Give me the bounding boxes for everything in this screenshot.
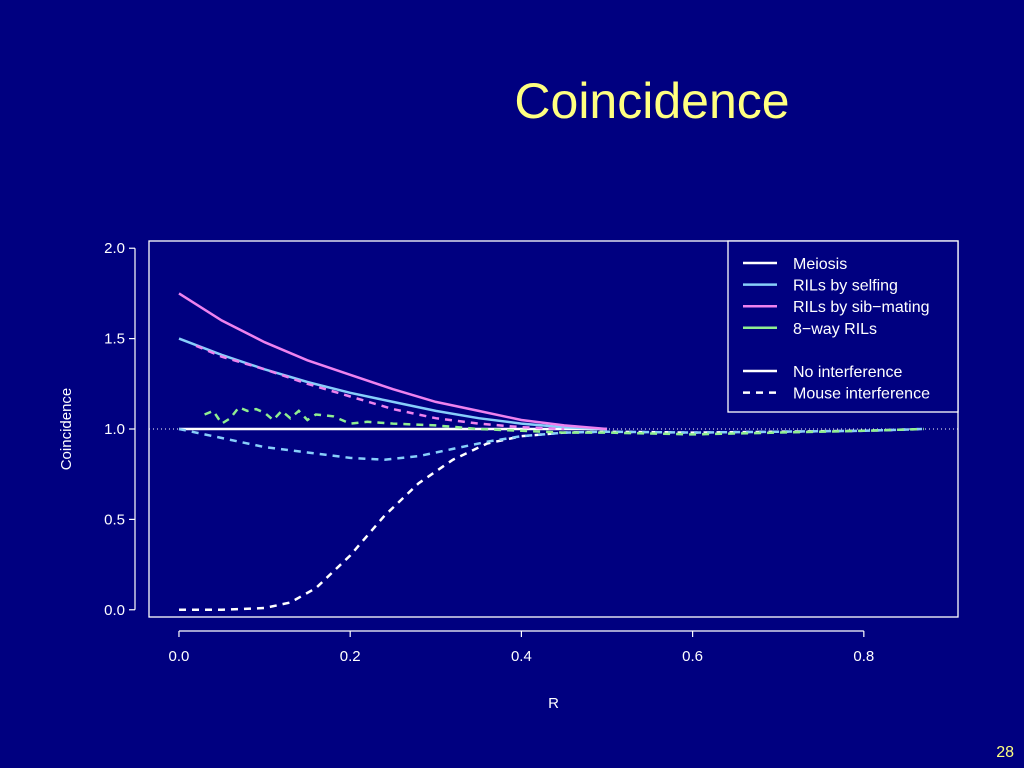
- x-tick-label: 0.0: [169, 648, 190, 665]
- legend-label: 8−way RILs: [793, 321, 877, 338]
- legend-label: No interference: [793, 364, 902, 381]
- legend: Meiosis RILs by selfing RILs by sib−mating…: [727, 240, 959, 413]
- series-sibmating-none: [178, 292, 608, 431]
- series-selfing-mouse: [178, 427, 924, 461]
- legend-label: Meiosis: [793, 256, 847, 273]
- legend-label: RILs by selfing: [793, 278, 898, 295]
- x-tick-label: 0.8: [853, 648, 874, 665]
- x-tick-label: 0.4: [511, 648, 532, 665]
- y-axis-label: Coincidence: [58, 388, 75, 471]
- page-number: 28: [996, 744, 1014, 761]
- series-sibmating-mouse: [195, 344, 565, 431]
- y-tick-label: 1.5: [104, 331, 125, 348]
- x-tick-label: 0.6: [682, 648, 703, 665]
- x-axis-label: R: [548, 695, 559, 712]
- legend-label: Mouse interference: [793, 386, 930, 403]
- y-tick-label: 2.0: [104, 240, 125, 257]
- x-axis: 0.0 0.2 0.4 0.6 0.8: [169, 630, 874, 665]
- series-layer: [178, 292, 924, 612]
- series-eightway-mouse: [204, 405, 924, 436]
- series-selfing-none: [178, 337, 608, 431]
- y-axis: 0.0 0.5 1.0 1.5 2.0: [104, 240, 136, 619]
- y-tick-label: 0.5: [104, 511, 125, 528]
- legend-label: RILs by sib−mating: [793, 299, 930, 316]
- slide-title: Coincidence: [514, 73, 790, 129]
- legend-box: [727, 240, 959, 413]
- series-meiosis-mouse: [179, 427, 924, 612]
- y-tick-label: 1.0: [104, 421, 125, 438]
- x-tick-label: 0.2: [340, 648, 361, 665]
- y-tick-label: 0.0: [104, 602, 125, 619]
